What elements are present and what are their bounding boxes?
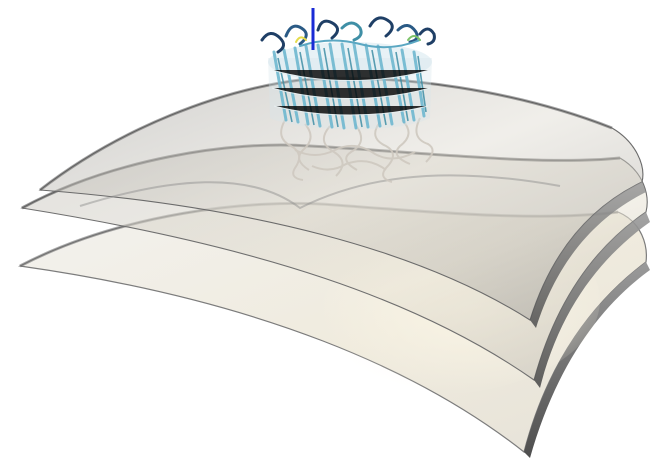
protein-barrel [268, 42, 432, 130]
protein-top-loops [260, 16, 436, 54]
protein-loops [280, 117, 434, 183]
